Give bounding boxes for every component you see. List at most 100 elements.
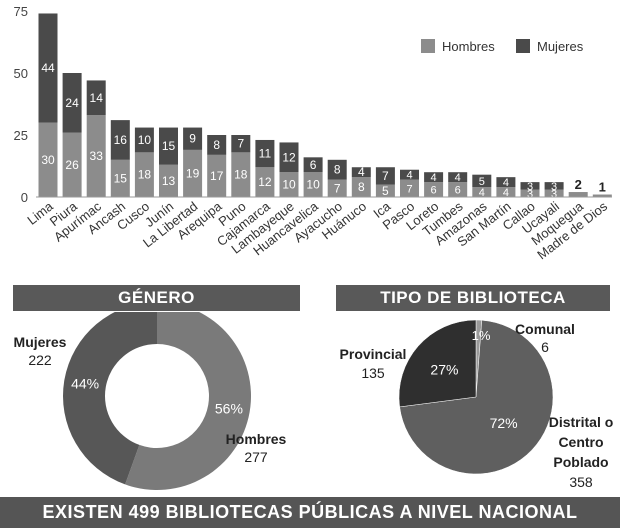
pie-label-comunal: Comunal: [515, 321, 575, 337]
data-label-hombres: 7: [406, 183, 412, 195]
bar-mujeres: [183, 127, 203, 150]
data-label-mujeres: 8: [334, 163, 341, 177]
data-label-mujeres: 7: [237, 137, 244, 151]
data-label-hombres: 7: [334, 181, 341, 195]
bar-mujeres: [303, 157, 323, 173]
donut-slice-mujeres: [63, 312, 157, 485]
bar-hombres: [327, 179, 347, 197]
bar-mujeres: [86, 80, 106, 116]
pie-slice: [398, 319, 477, 408]
data-label-mujeres: 6: [310, 158, 317, 172]
data-label-hombres: 8: [358, 180, 365, 194]
bar-hombres: [134, 152, 154, 197]
pie-charts: 56% 44% Hombres 277 Mujeres 222 72% 27% 1% Distri…: [14, 312, 614, 490]
bar-mujeres: [159, 127, 178, 165]
pie-percent-label: 72%: [490, 415, 518, 431]
bar-hombres: [448, 182, 468, 197]
y-tick-label: 75: [14, 4, 28, 19]
data-label-hombres: 3: [527, 188, 533, 200]
data-label-hombres: 4: [503, 187, 509, 199]
data-label-mujeres: 12: [282, 150, 296, 164]
footer-text: EXISTEN 499 BIBLIOTECAS PÚBLICAS A NIVEL…: [42, 502, 578, 522]
data-label-mujeres: 11: [259, 147, 272, 161]
bar-mujeres: [279, 142, 299, 173]
legend-label-mujeres: Mujeres: [537, 39, 584, 54]
data-label-mujeres: 4: [455, 172, 461, 184]
pie-slice: [399, 319, 554, 475]
donut-percent-label: 44%: [71, 375, 99, 391]
data-label-hombres: 12: [258, 175, 272, 189]
donut-percent-label: 56%: [215, 401, 243, 417]
data-label-mujeres: 4: [406, 170, 412, 182]
donut-label-hombres: Hombres: [226, 431, 287, 447]
data-label-hombres: 30: [41, 153, 55, 167]
bar-hombres: [86, 115, 106, 197]
data-label-mujeres: 24: [65, 96, 79, 110]
pie-label-provincial: Provincial: [340, 346, 407, 362]
bar-hombres: [62, 132, 82, 197]
bar-mujeres: [496, 177, 516, 188]
data-label-hombres: 18: [234, 168, 248, 182]
bar-mujeres: [255, 139, 275, 168]
data-label-hombres: 4: [479, 187, 485, 199]
data-label-hombres: 15: [114, 171, 128, 185]
bar-hombres: [400, 179, 419, 197]
donut-label-mujeres: Mujeres: [14, 334, 67, 350]
bar-mujeres: [110, 120, 130, 160]
bar-mujeres: [472, 174, 492, 188]
bar-hombres: [207, 154, 227, 197]
gender-title-banner: GÉNERO: [13, 285, 300, 311]
data-label-hombres: 18: [138, 168, 152, 182]
gender-title: GÉNERO: [118, 288, 195, 307]
data-label-mujeres: 16: [114, 133, 128, 147]
data-label-hombres: 5: [382, 184, 389, 198]
bar-mujeres: [207, 135, 227, 155]
bar-mujeres: [375, 167, 395, 185]
data-label-mujeres: 44: [41, 61, 55, 75]
bar-mujeres: [231, 135, 251, 153]
bar-mujeres: [424, 172, 444, 183]
data-label-mujeres: 4: [358, 165, 365, 179]
data-label-hombres: 6: [431, 185, 437, 197]
bar-hombres: [303, 172, 323, 197]
bar-hombres: [424, 182, 444, 197]
bar-hombres: [159, 164, 178, 197]
footer-banner: EXISTEN 499 BIBLIOTECAS PÚBLICAS A NIVEL…: [0, 497, 620, 528]
data-label-hombres: 10: [306, 178, 320, 192]
data-label-hombres: 13: [162, 174, 176, 188]
data-label-mujeres: 5: [479, 176, 485, 188]
data-label-hombres: 33: [90, 149, 104, 163]
bar-hombres: [568, 192, 588, 197]
data-label-total: 2: [575, 177, 582, 192]
bar-mujeres: [520, 182, 540, 190]
bar-mujeres: [327, 159, 347, 180]
library-type-title: TIPO DE BIBLIOTECA: [380, 288, 566, 307]
y-tick-label: 50: [14, 66, 28, 81]
donut-value-hombres: 277: [244, 449, 268, 465]
legend-label-hombres: Hombres: [442, 39, 495, 54]
pie-value-provincial: 135: [361, 365, 385, 381]
pie-value-distrital: 358: [569, 474, 593, 490]
y-tick-label: 0: [21, 190, 28, 205]
donut-slice-hombres: [125, 312, 251, 490]
bar-hombres: [255, 167, 275, 197]
pie-label-distrital: Distrital o: [549, 414, 614, 430]
bar-mujeres: [544, 182, 564, 190]
pie-value-comunal: 6: [541, 339, 549, 355]
bar-mujeres: [62, 73, 82, 133]
data-label-mujeres: 7: [382, 169, 389, 183]
bar-hombres: [110, 159, 130, 197]
data-label-hombres: 6: [455, 185, 461, 197]
pie-percent-label: 1%: [472, 328, 491, 343]
pie-label-distrital: Poblado: [553, 454, 608, 470]
bar-hombres: [375, 184, 395, 197]
bar-hombres: [472, 187, 492, 197]
data-label-mujeres: 14: [90, 91, 104, 105]
data-label-hombres: 3: [551, 188, 557, 200]
data-label-mujeres: 3: [527, 181, 533, 193]
data-label-mujeres: 4: [431, 172, 437, 184]
data-label-mujeres: 8: [213, 138, 220, 152]
bar-hombres: [592, 194, 612, 197]
y-tick-label: 25: [14, 128, 28, 143]
